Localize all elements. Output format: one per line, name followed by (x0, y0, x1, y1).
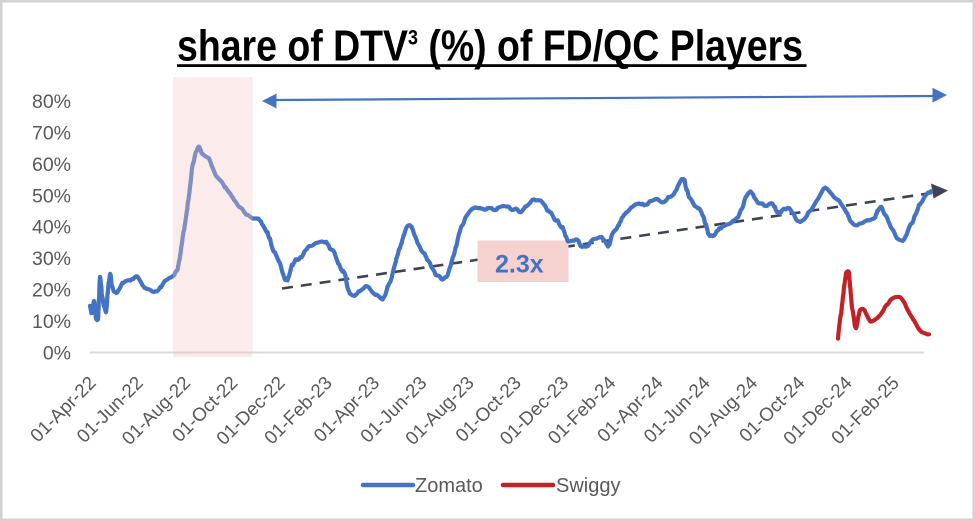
svg-text:30%: 30% (32, 248, 71, 270)
svg-text:20%: 20% (32, 280, 71, 302)
svg-text:2.3x: 2.3x (495, 251, 544, 279)
svg-text:share of DTV3 (%) of FD/QC Pla: share of DTV3 (%) of FD/QC Players (177, 22, 803, 71)
svg-text:50%: 50% (32, 185, 71, 207)
svg-text:70%: 70% (32, 122, 71, 144)
svg-text:Swiggy: Swiggy (556, 475, 620, 497)
svg-text:40%: 40% (32, 217, 71, 239)
svg-text:10%: 10% (32, 311, 71, 333)
svg-text:Zomato: Zomato (415, 475, 483, 497)
svg-text:80%: 80% (32, 91, 71, 113)
svg-text:0%: 0% (43, 343, 71, 365)
svg-text:60%: 60% (32, 154, 71, 176)
